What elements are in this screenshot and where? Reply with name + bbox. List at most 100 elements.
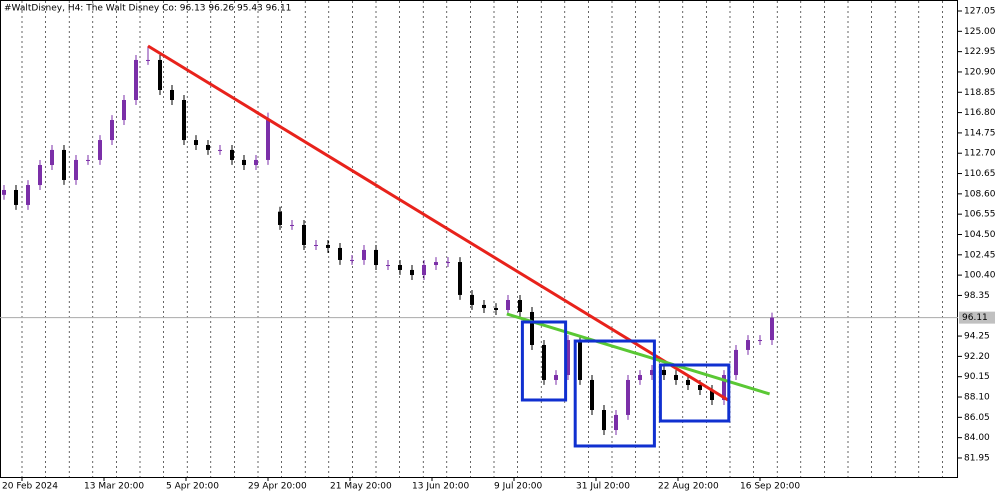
candle-body (746, 340, 750, 350)
y-tick-label: 110.65 (964, 169, 996, 179)
candle-body (218, 149, 222, 151)
candle-body (410, 269, 414, 276)
y-tick-label: 84.00 (964, 433, 990, 443)
candle (218, 144, 222, 155)
candle (518, 295, 522, 317)
candle (590, 375, 594, 415)
y-tick-label: 102.45 (964, 250, 996, 260)
candle-body (686, 379, 690, 386)
candle (374, 244, 378, 270)
candle-body (290, 224, 294, 226)
y-tick-label: 94.25 (964, 332, 990, 342)
candle-body (398, 265, 402, 270)
candle-body (110, 120, 114, 141)
y-tick-label: 118.85 (964, 88, 996, 98)
candle-body (758, 340, 762, 342)
candle-body (146, 59, 150, 61)
candle-body (230, 149, 234, 160)
y-tick-label: 90.15 (964, 372, 990, 382)
y-tick-label: 125.00 (964, 27, 996, 37)
candle-body (578, 340, 582, 380)
candle (254, 155, 258, 170)
candle-body (314, 244, 318, 246)
candle (206, 140, 210, 155)
chart-title: #WaltDisney, H4: The Walt Disney Co: 96.… (4, 4, 291, 14)
y-tick-label: 100.40 (964, 271, 996, 281)
y-tick-label: 127.05 (964, 7, 996, 17)
candle-body (206, 144, 210, 150)
candle (554, 370, 558, 385)
y-tick-label: 81.95 (964, 453, 990, 463)
candle (338, 243, 342, 265)
y-tick-label: 112.70 (964, 149, 996, 159)
y-tick-label: 122.95 (964, 47, 996, 57)
x-tick-label: 9 Jul 20:00 (494, 482, 543, 492)
candle-body (26, 185, 30, 205)
candle-body (374, 249, 378, 266)
candle (578, 335, 582, 385)
candle (446, 257, 450, 267)
candle (14, 185, 18, 210)
y-tick-label: 104.50 (964, 230, 996, 240)
y-tick-label: 98.35 (964, 291, 990, 301)
candle (110, 115, 114, 145)
candle-body (530, 311, 534, 345)
candle-body (494, 308, 498, 311)
candle-body (350, 259, 354, 261)
candle-body (482, 304, 486, 309)
candle (758, 335, 762, 345)
candle (86, 155, 90, 165)
candle-body (554, 375, 558, 380)
x-tick-label: 5 Apr 20:00 (166, 482, 219, 492)
candle (146, 46, 150, 65)
candle-body (422, 265, 426, 276)
y-tick-label: 106.55 (964, 210, 996, 220)
candle-body (518, 299, 522, 312)
candle-body (362, 249, 366, 260)
candle-body (650, 369, 654, 376)
candle (158, 55, 162, 95)
candle-body (566, 340, 570, 376)
trend-line (506, 312, 771, 396)
candle (302, 220, 306, 250)
x-tick-label: 13 Mar 20:00 (84, 482, 144, 492)
candle (482, 299, 486, 313)
candle (2, 185, 6, 200)
candle-body (674, 375, 678, 380)
candle (326, 240, 330, 253)
candle (710, 385, 714, 405)
candle-body (302, 224, 306, 245)
candle (290, 220, 294, 230)
candle-body (602, 410, 606, 431)
candle (170, 85, 174, 105)
candle (434, 257, 438, 270)
candle (362, 244, 366, 265)
candle (278, 206, 282, 230)
candle (50, 144, 54, 170)
candle-body (770, 317, 774, 341)
candle (470, 289, 474, 310)
candle-body (338, 247, 342, 260)
y-tick-label: 108.60 (964, 189, 996, 199)
candle-body (278, 211, 282, 225)
candle-body (446, 262, 450, 264)
candle (38, 160, 42, 190)
candle-body (2, 189, 6, 195)
candle-body (74, 159, 78, 180)
candle-body (326, 244, 330, 248)
candle (674, 370, 678, 385)
candle (266, 112, 270, 165)
candle-body (710, 389, 714, 400)
candle-body (662, 369, 666, 376)
candle (410, 265, 414, 280)
candle-body (134, 59, 138, 100)
candle-body (98, 140, 102, 160)
candle-body (14, 189, 18, 205)
candle-body (386, 265, 390, 267)
candle (26, 180, 30, 210)
candle (230, 144, 234, 165)
last-price-box (959, 311, 995, 324)
y-tick-label: 114.75 (964, 128, 996, 138)
candle (746, 335, 750, 355)
candle-body (254, 159, 258, 166)
